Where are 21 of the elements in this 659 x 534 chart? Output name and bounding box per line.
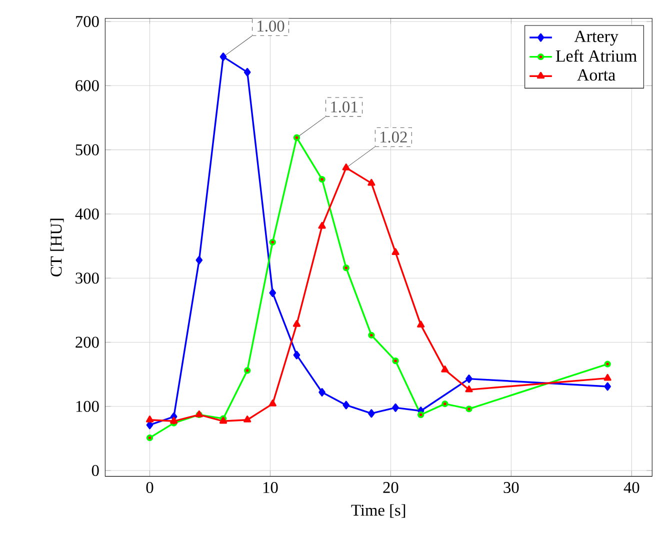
y-tick-label: 200 — [76, 336, 99, 348]
y-tick-label: 100 — [76, 400, 99, 412]
x-tick-label: 30 — [504, 482, 519, 494]
y-tick-label: 300 — [76, 272, 99, 284]
legend-label: Artery — [574, 30, 618, 46]
y-tick-label: 500 — [76, 144, 99, 156]
y-tick-label: 0 — [92, 465, 99, 476]
y-tick-label: 700 — [76, 16, 99, 28]
x-axis-title: Time [s] — [351, 504, 406, 518]
x-tick-label: 40 — [624, 482, 640, 494]
legend-label: Aorta — [577, 69, 616, 81]
legend-label: Left Atrium — [556, 50, 637, 62]
x-tick-label: 10 — [263, 482, 278, 494]
annotation: 1.01 — [331, 101, 358, 113]
annotation: 1.02 — [380, 132, 407, 143]
x-tick-label: 20 — [383, 482, 398, 494]
annotation: 1.00 — [258, 20, 284, 32]
y-tick-label: 400 — [75, 208, 99, 220]
y-tick-label: 600 — [76, 80, 99, 92]
x-tick-label: 0 — [146, 482, 154, 494]
y-axis-title: CT [HU] — [50, 218, 64, 276]
